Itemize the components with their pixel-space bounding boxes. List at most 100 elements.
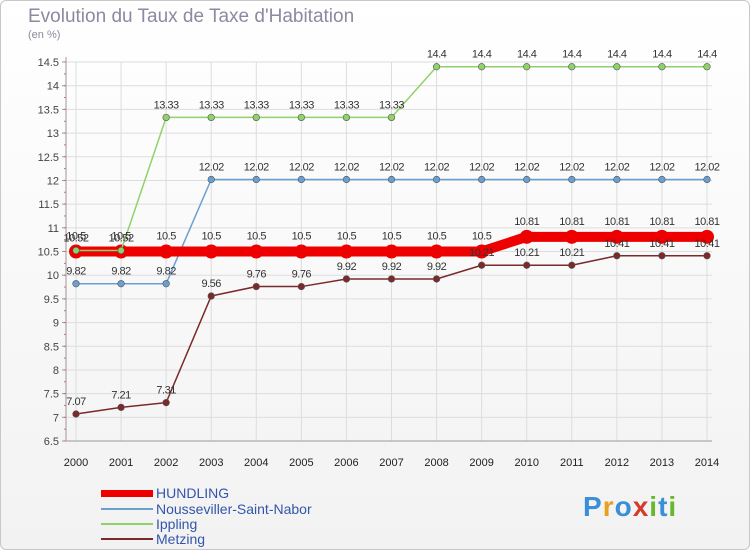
data-point-nousseviller-saint-nabor — [297, 175, 305, 184]
data-point-ippling — [162, 113, 170, 122]
data-point-nousseviller-saint-nabor — [117, 280, 125, 288]
data-label-nousseviller-saint-nabor: 12.02 — [199, 161, 224, 173]
legend-label: Nousseviller-Saint-Nabor — [156, 501, 312, 517]
data-label-hundling: 10.5 — [202, 231, 222, 243]
data-label-metzing: 10.21 — [514, 247, 539, 259]
data-point-hundling — [249, 244, 264, 259]
data-point-hundling — [384, 244, 399, 259]
y-tick-label: 11 — [48, 223, 59, 235]
x-tick-label: 2003 — [199, 457, 223, 469]
data-point-ippling — [613, 63, 621, 71]
y-tick-label: 10.5 — [38, 247, 59, 259]
data-point-nousseviller-saint-nabor — [478, 175, 486, 184]
legend-label: HUNDLING — [156, 485, 230, 501]
data-label-ippling: 14.4 — [607, 49, 627, 61]
data-point-hundling — [564, 229, 579, 244]
data-point-nousseviller-saint-nabor — [658, 175, 666, 184]
data-label-ippling: 13.33 — [244, 99, 269, 111]
data-point-ippling — [387, 113, 396, 122]
data-label-nousseviller-saint-nabor: 12.02 — [649, 161, 674, 173]
data-point-metzing — [342, 275, 351, 283]
data-point-metzing — [658, 252, 666, 260]
legend-swatch — [101, 538, 153, 540]
data-point-nousseviller-saint-nabor — [207, 175, 215, 184]
x-tick-label: 2007 — [379, 457, 403, 469]
data-point-metzing — [297, 282, 305, 291]
data-label-ippling: 14.4 — [652, 49, 672, 61]
data-point-nousseviller-saint-nabor — [72, 280, 80, 288]
x-tick-label: 2010 — [514, 457, 538, 469]
y-tick-label: 7.5 — [44, 389, 59, 401]
chart-unit: (en %) — [28, 29, 61, 41]
x-tick-label: 2002 — [154, 457, 178, 469]
data-point-ippling — [432, 63, 441, 71]
data-point-metzing — [252, 282, 260, 291]
data-label-hundling: 10.81 — [649, 216, 674, 228]
data-point-nousseviller-saint-nabor — [432, 175, 441, 184]
data-point-hundling — [654, 229, 669, 244]
y-tick-label: 13 — [47, 128, 59, 140]
legend-item: Metzing — [101, 531, 205, 547]
data-label-nousseviller-saint-nabor: 12.02 — [424, 161, 449, 173]
data-label-nousseviller-saint-nabor: 12.02 — [514, 161, 539, 173]
data-label-hundling: 10.81 — [694, 216, 719, 228]
data-point-ippling — [703, 63, 711, 71]
y-tick-label: 12 — [47, 175, 59, 187]
x-tick-label: 2012 — [605, 457, 629, 469]
data-label-metzing: 10.21 — [559, 247, 584, 259]
data-label-nousseviller-saint-nabor: 12.02 — [379, 161, 404, 173]
data-point-hundling — [519, 229, 534, 244]
data-point-metzing — [207, 292, 215, 300]
data-label-nousseviller-saint-nabor: 12.02 — [289, 161, 314, 173]
data-label-nousseviller-saint-nabor: 12.02 — [469, 161, 494, 173]
data-label-hundling: 10.5 — [427, 231, 447, 243]
data-label-hundling: 10.81 — [514, 216, 539, 228]
data-point-ippling — [568, 63, 576, 71]
data-point-hundling — [474, 244, 489, 259]
data-point-nousseviller-saint-nabor — [387, 175, 396, 184]
x-tick-label: 2008 — [424, 457, 448, 469]
data-label-metzing: 7.07 — [66, 396, 86, 408]
data-point-ippling — [658, 63, 666, 71]
data-label-metzing: 9.92 — [337, 261, 357, 273]
data-point-hundling — [429, 244, 444, 259]
y-tick-label: 6.5 — [44, 436, 59, 448]
data-point-nousseviller-saint-nabor — [252, 175, 260, 184]
y-tick-label: 9.5 — [44, 294, 59, 306]
data-label-ippling: 14.4 — [472, 49, 492, 61]
data-point-hundling — [700, 229, 714, 244]
logo-letter: i — [649, 491, 659, 522]
data-point-metzing — [117, 403, 125, 411]
data-point-metzing — [613, 252, 621, 260]
data-label-hundling: 10.5 — [337, 231, 357, 243]
data-point-metzing — [162, 399, 170, 407]
data-point-hundling — [294, 244, 309, 259]
data-label-ippling: 13.33 — [334, 99, 359, 111]
x-tick-label: 2009 — [469, 457, 493, 469]
data-label-metzing: 10.41 — [694, 238, 719, 250]
data-label-hundling: 10.5 — [111, 231, 131, 243]
y-tick-label: 7 — [53, 412, 59, 424]
data-point-hundling — [339, 244, 354, 259]
x-tick-label: 2005 — [289, 457, 313, 469]
legend-swatch — [101, 508, 153, 510]
legend-item: HUNDLING — [101, 485, 229, 501]
data-label-metzing: 10.41 — [649, 238, 674, 250]
data-label-ippling: 14.4 — [517, 49, 537, 61]
y-tick-label: 8.5 — [44, 341, 59, 353]
data-label-hundling: 10.81 — [604, 216, 629, 228]
data-point-ippling — [252, 113, 260, 122]
data-label-nousseviller-saint-nabor: 12.02 — [334, 161, 359, 173]
data-point-metzing — [478, 261, 486, 269]
x-tick-label: 2013 — [650, 457, 674, 469]
data-label-ippling: 10.52 — [63, 233, 88, 245]
data-label-ippling: 13.33 — [199, 99, 224, 111]
legend-swatch — [101, 489, 153, 497]
data-point-ippling — [72, 246, 80, 255]
data-label-ippling: 13.33 — [154, 99, 179, 111]
data-label-ippling: 14.4 — [697, 49, 717, 61]
y-tick-label: 10 — [47, 270, 59, 282]
y-tick-label: 14.5 — [38, 57, 59, 69]
y-tick-label: 12.5 — [38, 152, 59, 164]
